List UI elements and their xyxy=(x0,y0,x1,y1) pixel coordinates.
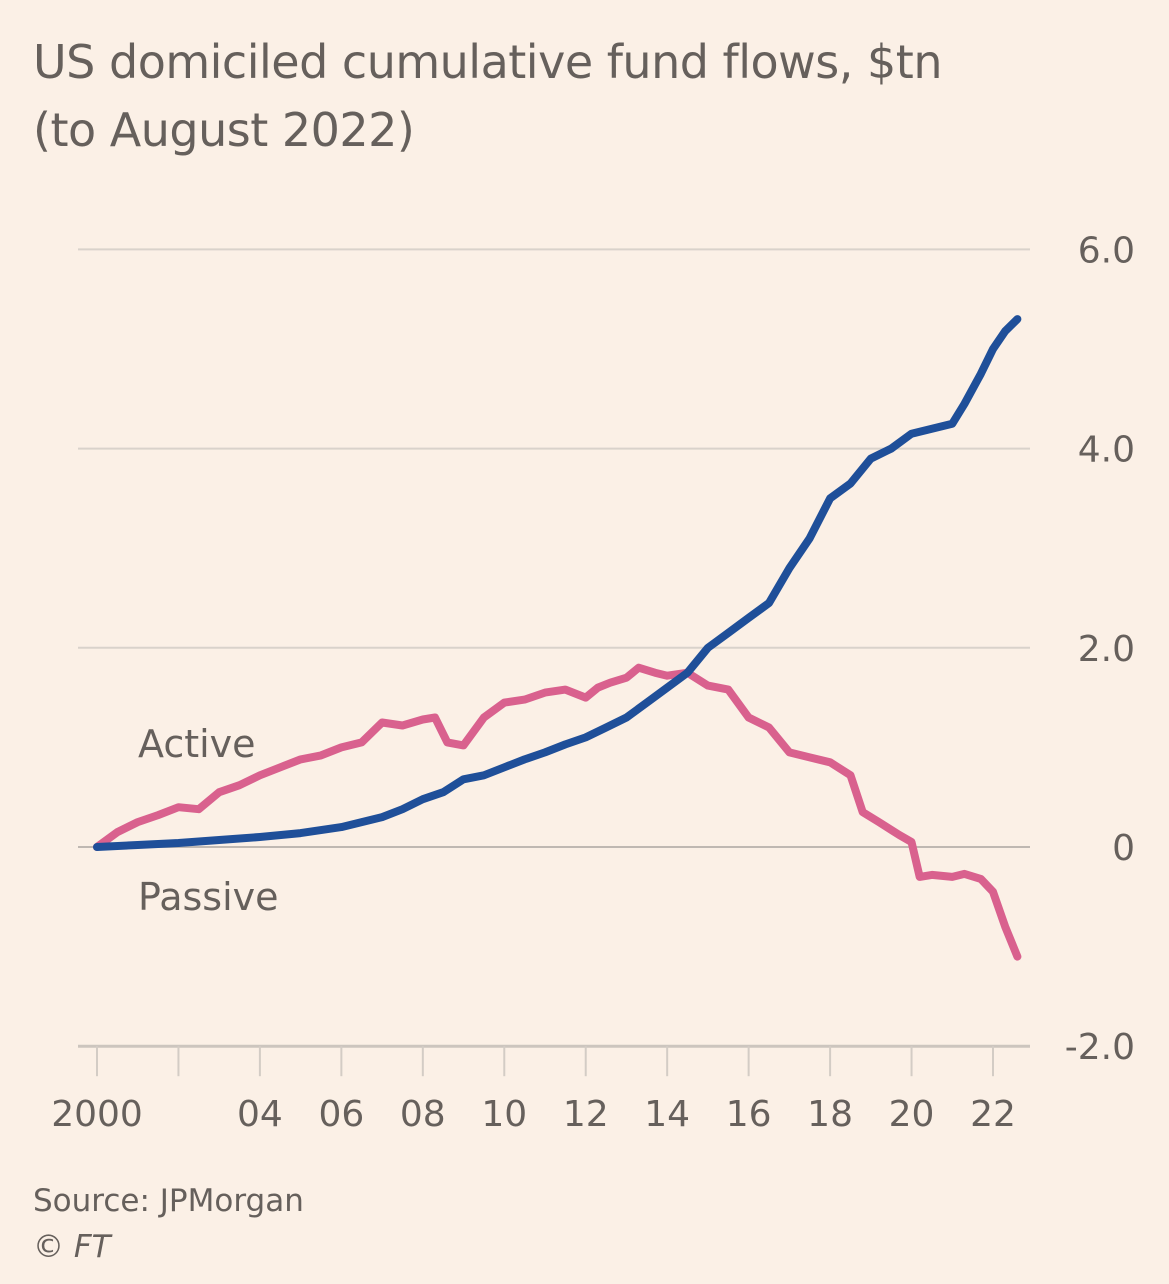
chart-title-line-1: US domiciled cumulative fund flows, $tn xyxy=(33,35,942,89)
copyright-note: © FT xyxy=(33,1229,111,1265)
gridlines xyxy=(78,248,1030,1048)
x-tick-label: 10 xyxy=(481,1094,527,1135)
source-note: Source: JPMorgan xyxy=(33,1183,304,1219)
series-line-passive xyxy=(93,315,1022,851)
y-axis: -2.0 0 2.0 4.0 6.0 xyxy=(1065,230,1135,1068)
x-tick-label: 22 xyxy=(970,1094,1016,1135)
x-tick-label: 14 xyxy=(644,1094,690,1135)
y-tick-label: 4.0 xyxy=(1078,430,1135,471)
x-tick-label: 2000 xyxy=(51,1094,143,1135)
series-line-active xyxy=(93,663,1022,961)
x-tick-label: 18 xyxy=(807,1094,853,1135)
x-tick-label: 16 xyxy=(726,1094,772,1135)
chart-footer: Source: JPMorgan © FT xyxy=(33,1178,304,1270)
x-tick-label: 12 xyxy=(563,1094,609,1135)
x-tick-label: 08 xyxy=(400,1094,446,1135)
series-label-active: Active xyxy=(138,722,256,766)
chart-title: US domiciled cumulative fund flows, $tn … xyxy=(33,28,942,164)
x-axis: 2000 04 06 08 10 12 14 16 18 20 22 xyxy=(51,1046,1016,1135)
x-tick-label: 04 xyxy=(237,1094,283,1135)
y-tick-label: 6.0 xyxy=(1078,230,1135,271)
series-lines xyxy=(93,315,1022,961)
series-label-passive: Passive xyxy=(138,875,279,919)
chart-title-line-2: (to August 2022) xyxy=(33,103,415,157)
y-tick-label: -2.0 xyxy=(1065,1027,1135,1068)
x-tick-label: 06 xyxy=(318,1094,364,1135)
x-tick-label: 20 xyxy=(889,1094,935,1135)
y-tick-label: 0 xyxy=(1112,828,1135,869)
y-tick-label: 2.0 xyxy=(1078,629,1135,670)
series-labels: Active Passive xyxy=(138,722,279,919)
